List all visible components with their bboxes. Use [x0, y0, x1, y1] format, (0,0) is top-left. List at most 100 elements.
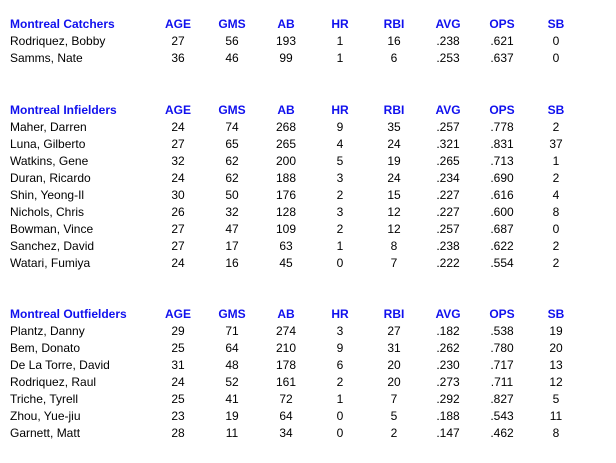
player-name: Duran, Ricardo [10, 171, 91, 185]
stat-age: 30 [171, 188, 185, 202]
stat-ab: 178 [275, 358, 297, 372]
stat-sb: 8 [552, 426, 560, 440]
stat-age: 31 [171, 358, 185, 372]
stat-ops: .778 [490, 120, 514, 134]
header-row: Montreal Catchers AGE GMS AB HR RBI AVG OPS SB [10, 16, 583, 33]
stat-rbi: 7 [390, 392, 398, 406]
stat-rbi: 31 [387, 341, 401, 355]
player-row: Duran, Ricardo 24 62 188 3 24 .234 .690 2 [10, 170, 583, 187]
player-name: Nichols, Chris [10, 205, 85, 219]
stat-rbi: 20 [387, 375, 401, 389]
outfielders-table: Montreal Outfielders AGE GMS AB HR RBI AVG OPS S… [10, 306, 583, 442]
player-row: Sanchez, David 27 17 63 1 8 .238 .622 2 [10, 238, 583, 255]
player-name: Maher, Darren [10, 120, 87, 134]
player-name: Sanchez, David [10, 239, 95, 253]
stat-rbi: 5 [390, 409, 398, 423]
stat-age: 24 [171, 256, 185, 270]
stat-ops: .538 [490, 324, 514, 338]
stat-avg: .188 [436, 409, 460, 423]
stat-sb: 8 [552, 205, 560, 219]
stat-rbi: 35 [387, 120, 401, 134]
stat-ab: 34 [279, 426, 293, 440]
player-row: Rodriquez, Bobby 27 56 193 1 16 .238 .621 0 [10, 33, 583, 50]
stat-age: 27 [171, 239, 185, 253]
stat-avg: .227 [436, 188, 460, 202]
stat-ops: .621 [490, 34, 514, 48]
stat-age: 24 [171, 120, 185, 134]
stat-age: 32 [171, 154, 185, 168]
player-row: Watkins, Gene 32 62 200 5 19 .265 .713 1 [10, 153, 583, 170]
player-name: Luna, Gilberto [10, 137, 86, 151]
stat-ops: .827 [490, 392, 514, 406]
column-header-sb: SB [547, 17, 565, 31]
column-header-rbi: RBI [383, 17, 405, 31]
stat-rbi: 27 [387, 324, 401, 338]
stat-ab: 210 [275, 341, 297, 355]
stat-hr: 3 [336, 205, 344, 219]
column-header-avg: AVG [435, 307, 461, 321]
stat-hr: 9 [336, 120, 344, 134]
player-name: Plantz, Danny [10, 324, 85, 338]
stat-avg: .253 [436, 51, 460, 65]
stat-ab: 200 [275, 154, 297, 168]
stat-hr: 0 [336, 256, 344, 270]
stat-avg: .222 [436, 256, 460, 270]
stat-ops: .554 [490, 256, 514, 270]
stat-ab: 193 [275, 34, 297, 48]
stat-age: 26 [171, 205, 185, 219]
stat-sb: 0 [552, 222, 560, 236]
stat-gms: 71 [225, 324, 239, 338]
stat-sb: 2 [552, 256, 560, 270]
stat-ab: 265 [275, 137, 297, 151]
player-name: Triche, Tyrell [10, 392, 79, 406]
stat-rbi: 19 [387, 154, 401, 168]
player-name: De La Torre, David [10, 358, 110, 372]
stat-avg: .292 [436, 392, 460, 406]
stat-sb: 4 [552, 188, 560, 202]
player-row: Garnett, Matt 28 11 34 0 2 .147 .462 8 [10, 425, 583, 442]
section-title: Montreal Outfielders [10, 307, 127, 321]
stat-age: 27 [171, 137, 185, 151]
player-name: Garnett, Matt [10, 426, 81, 440]
column-header-ops: OPS [489, 307, 515, 321]
stat-avg: .273 [436, 375, 460, 389]
column-header-ops: OPS [489, 17, 515, 31]
stat-avg: .265 [436, 154, 460, 168]
stat-ab: 72 [279, 392, 293, 406]
stat-ab: 274 [275, 324, 297, 338]
player-row: De La Torre, David 31 48 178 6 20 .230 .717 13 [10, 357, 583, 374]
player-row: Zhou, Yue-jiu 23 19 64 0 5 .188 .543 11 [10, 408, 583, 425]
stat-ab: 109 [275, 222, 297, 236]
stat-hr: 1 [336, 239, 344, 253]
stat-rbi: 6 [390, 51, 398, 65]
stat-sb: 5 [552, 392, 560, 406]
stat-age: 24 [171, 375, 185, 389]
column-header-sb: SB [547, 103, 565, 117]
section-title: Montreal Catchers [10, 17, 115, 31]
stat-age: 27 [171, 222, 185, 236]
column-header-ab: AB [277, 307, 295, 321]
column-header-gms: GMS [218, 307, 246, 321]
stat-sb: 0 [552, 34, 560, 48]
stat-gms: 56 [225, 34, 239, 48]
stat-ops: .637 [490, 51, 514, 65]
column-header-gms: GMS [218, 103, 246, 117]
stat-age: 24 [171, 171, 185, 185]
column-header-gms: GMS [218, 17, 246, 31]
stat-rbi: 15 [387, 188, 401, 202]
catchers-table: Montreal Catchers AGE GMS AB HR RBI AVG OPS SB Ro… [10, 16, 583, 67]
stat-sb: 19 [549, 324, 563, 338]
stat-ops: .780 [490, 341, 514, 355]
stat-ab: 188 [275, 171, 297, 185]
column-header-ab: AB [277, 103, 295, 117]
stat-ab: 128 [275, 205, 297, 219]
header-row: Montreal Infielders AGE GMS AB HR RBI AVG OPS SB [10, 102, 583, 119]
stat-gms: 19 [225, 409, 239, 423]
column-header-rbi: RBI [383, 307, 405, 321]
player-row: Plantz, Danny 29 71 274 3 27 .182 .538 19 [10, 323, 583, 340]
column-header-hr: HR [331, 103, 349, 117]
player-row: Triche, Tyrell 25 41 72 1 7 .292 .827 5 [10, 391, 583, 408]
stat-hr: 3 [336, 171, 344, 185]
stat-gms: 41 [225, 392, 239, 406]
stat-age: 25 [171, 341, 185, 355]
